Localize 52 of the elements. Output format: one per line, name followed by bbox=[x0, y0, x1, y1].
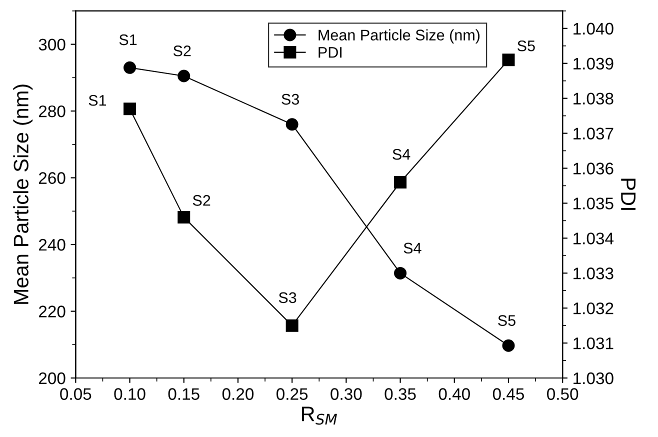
point bbox=[178, 70, 190, 82]
y2-axis-title: PDI bbox=[621, 178, 636, 210]
data-label: S4 bbox=[404, 242, 422, 254]
y2-tick-label: 1.030 bbox=[574, 372, 614, 384]
x-tick-label: 0.15 bbox=[168, 388, 200, 400]
data-label: S2 bbox=[192, 195, 210, 206]
x-tick-label: 0.40 bbox=[438, 388, 470, 400]
x-tick-label: 0.20 bbox=[222, 388, 254, 400]
data-label: S2 bbox=[173, 45, 191, 56]
y-tick-label: 220 bbox=[38, 306, 66, 318]
y-tick-label: 300 bbox=[38, 38, 66, 50]
y2-tick-label: 1.036 bbox=[574, 162, 614, 174]
data-label: S4 bbox=[392, 148, 410, 160]
y-tick-label: 280 bbox=[38, 105, 66, 118]
x-tick-label: 0.50 bbox=[547, 388, 578, 400]
data-label: S5 bbox=[518, 40, 535, 52]
y2-tick-label: 1.038 bbox=[574, 92, 614, 105]
y-tick-label: 240 bbox=[38, 238, 66, 251]
x-axis-title: R$_{SM}$ bbox=[302, 406, 337, 425]
y2-tick-label: 1.035 bbox=[574, 198, 614, 210]
point bbox=[124, 61, 136, 74]
x-tick-label: 0.25 bbox=[276, 388, 308, 400]
y2-tick-label: 1.032 bbox=[574, 302, 614, 314]
x-tick-label: 0.05 bbox=[60, 388, 92, 400]
point bbox=[286, 319, 298, 332]
data-label: S3 bbox=[282, 94, 299, 105]
y2-tick-label: 1.033 bbox=[574, 268, 614, 280]
y2-tick-label: 1.040 bbox=[574, 22, 614, 35]
point bbox=[502, 54, 515, 66]
x-tick-label: 0.10 bbox=[114, 388, 146, 400]
legend-label: PDI bbox=[318, 47, 342, 58]
legend-label: Mean Particle Size (nm) bbox=[318, 29, 480, 44]
data-label: S1 bbox=[88, 94, 106, 106]
point bbox=[178, 210, 190, 224]
point bbox=[394, 176, 407, 188]
data-label: S1 bbox=[119, 34, 137, 46]
y2-tick-label: 1.039 bbox=[574, 58, 614, 70]
y-tick-label: 200 bbox=[38, 372, 66, 384]
y-tick-label: 260 bbox=[38, 172, 66, 184]
y2-tick-label: 1.037 bbox=[574, 128, 614, 140]
y2-tick-label: 1.034 bbox=[574, 232, 614, 244]
y2-tick-label: 1.031 bbox=[574, 337, 614, 350]
x-tick-label: 0.35 bbox=[384, 388, 416, 400]
data-label: S5 bbox=[498, 315, 516, 326]
data-label: S3 bbox=[278, 292, 296, 304]
point bbox=[124, 102, 136, 116]
point bbox=[502, 339, 515, 352]
point bbox=[394, 266, 407, 280]
point bbox=[286, 118, 298, 131]
x-tick-label: 0.45 bbox=[492, 388, 524, 400]
y-axis-title: Mean Particle Size (nm) bbox=[13, 84, 33, 304]
x-tick-label: 0.30 bbox=[330, 388, 362, 400]
